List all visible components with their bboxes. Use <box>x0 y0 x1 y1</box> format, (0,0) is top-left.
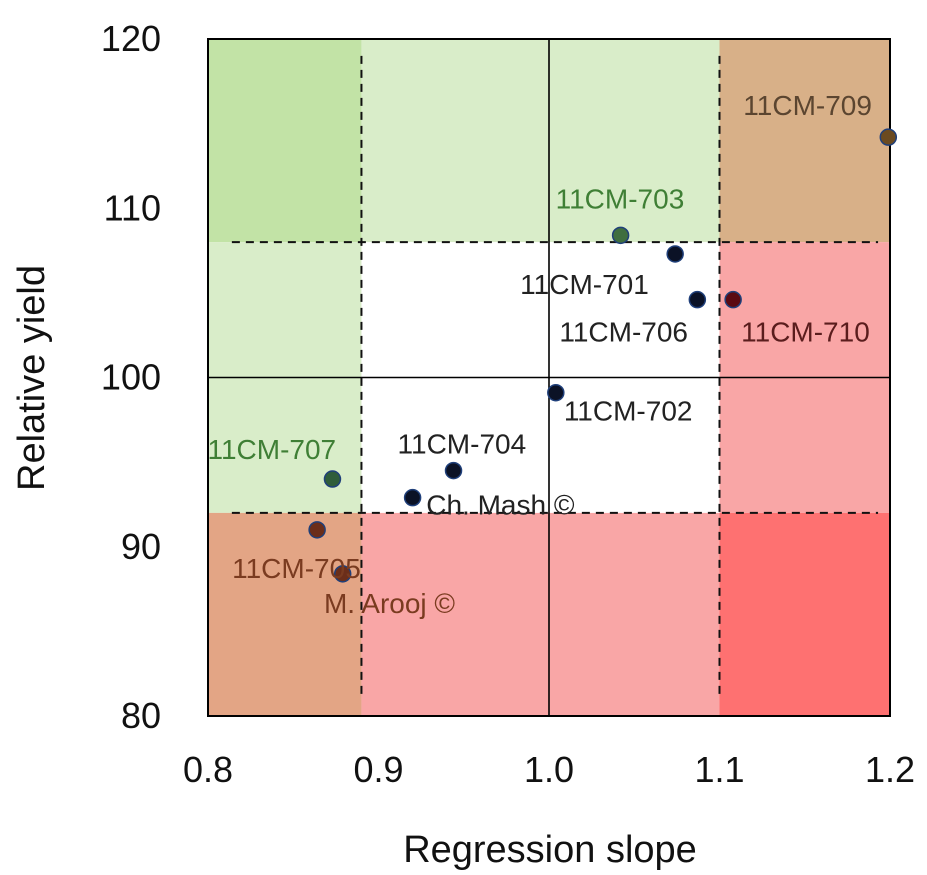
point-label-3: 11CM-706 <box>559 317 688 348</box>
data-point-3 <box>688 290 707 309</box>
point-label-9: 11CM-705 <box>232 553 361 584</box>
data-point-7 <box>403 488 422 507</box>
x-tick-label-3: 1.1 <box>694 749 744 790</box>
y-tick-label-3: 110 <box>104 187 161 228</box>
x-tick-label-1: 0.9 <box>353 749 403 790</box>
zone-7 <box>719 512 890 716</box>
plot-frame <box>207 38 891 717</box>
reference-lines-layer <box>208 39 890 716</box>
x-tick-label-2: 1.0 <box>524 749 574 790</box>
data-point-4 <box>724 290 742 309</box>
x-axis-title: Regression slope <box>403 829 697 870</box>
data-point-9 <box>308 521 326 539</box>
point-labels-layer: 11CM-709 11CM-703 11CM-701 11CM-706 11CM-710… <box>207 90 871 619</box>
data-point-6 <box>444 461 463 480</box>
zone-6 <box>361 512 720 716</box>
y-tick-label-1: 90 <box>121 526 161 567</box>
zone-5 <box>208 512 362 716</box>
data-point-0 <box>879 128 898 146</box>
point-label-2: 11CM-701 <box>520 269 649 300</box>
point-label-5: 11CM-702 <box>564 396 693 427</box>
zone-2 <box>719 39 890 243</box>
y-tick-label-0: 80 <box>121 695 161 736</box>
data-point-5 <box>547 383 565 402</box>
tick-labels-layer: 0.8 0.9 1.0 1.1 1.2 80 90 100 110 120 <box>101 18 915 790</box>
y-tick-label-4: 120 <box>101 18 161 59</box>
zone-1 <box>361 39 720 243</box>
x-tick-label-4: 1.2 <box>865 749 915 790</box>
point-label-6: 11CM-704 <box>398 429 527 460</box>
points-layer <box>308 128 898 583</box>
annotation-0: Ch. Mash © <box>426 490 575 521</box>
y-tick-label-2: 100 <box>101 357 161 398</box>
point-label-0: 11CM-709 <box>743 90 872 121</box>
y-axis-title: Relative yield <box>11 265 53 491</box>
x-tick-label-0: 0.8 <box>183 749 233 790</box>
data-point-1 <box>611 226 630 245</box>
data-point-10 <box>333 565 352 583</box>
annotation-1: M. Arooj © <box>324 588 455 619</box>
point-label-8: 11CM-707 <box>207 434 336 465</box>
zone-0 <box>208 39 362 243</box>
point-label-1: 11CM-703 <box>556 183 685 214</box>
data-point-2 <box>666 245 684 263</box>
point-label-4: 11CM-710 <box>741 317 870 348</box>
data-point-8 <box>323 470 342 488</box>
